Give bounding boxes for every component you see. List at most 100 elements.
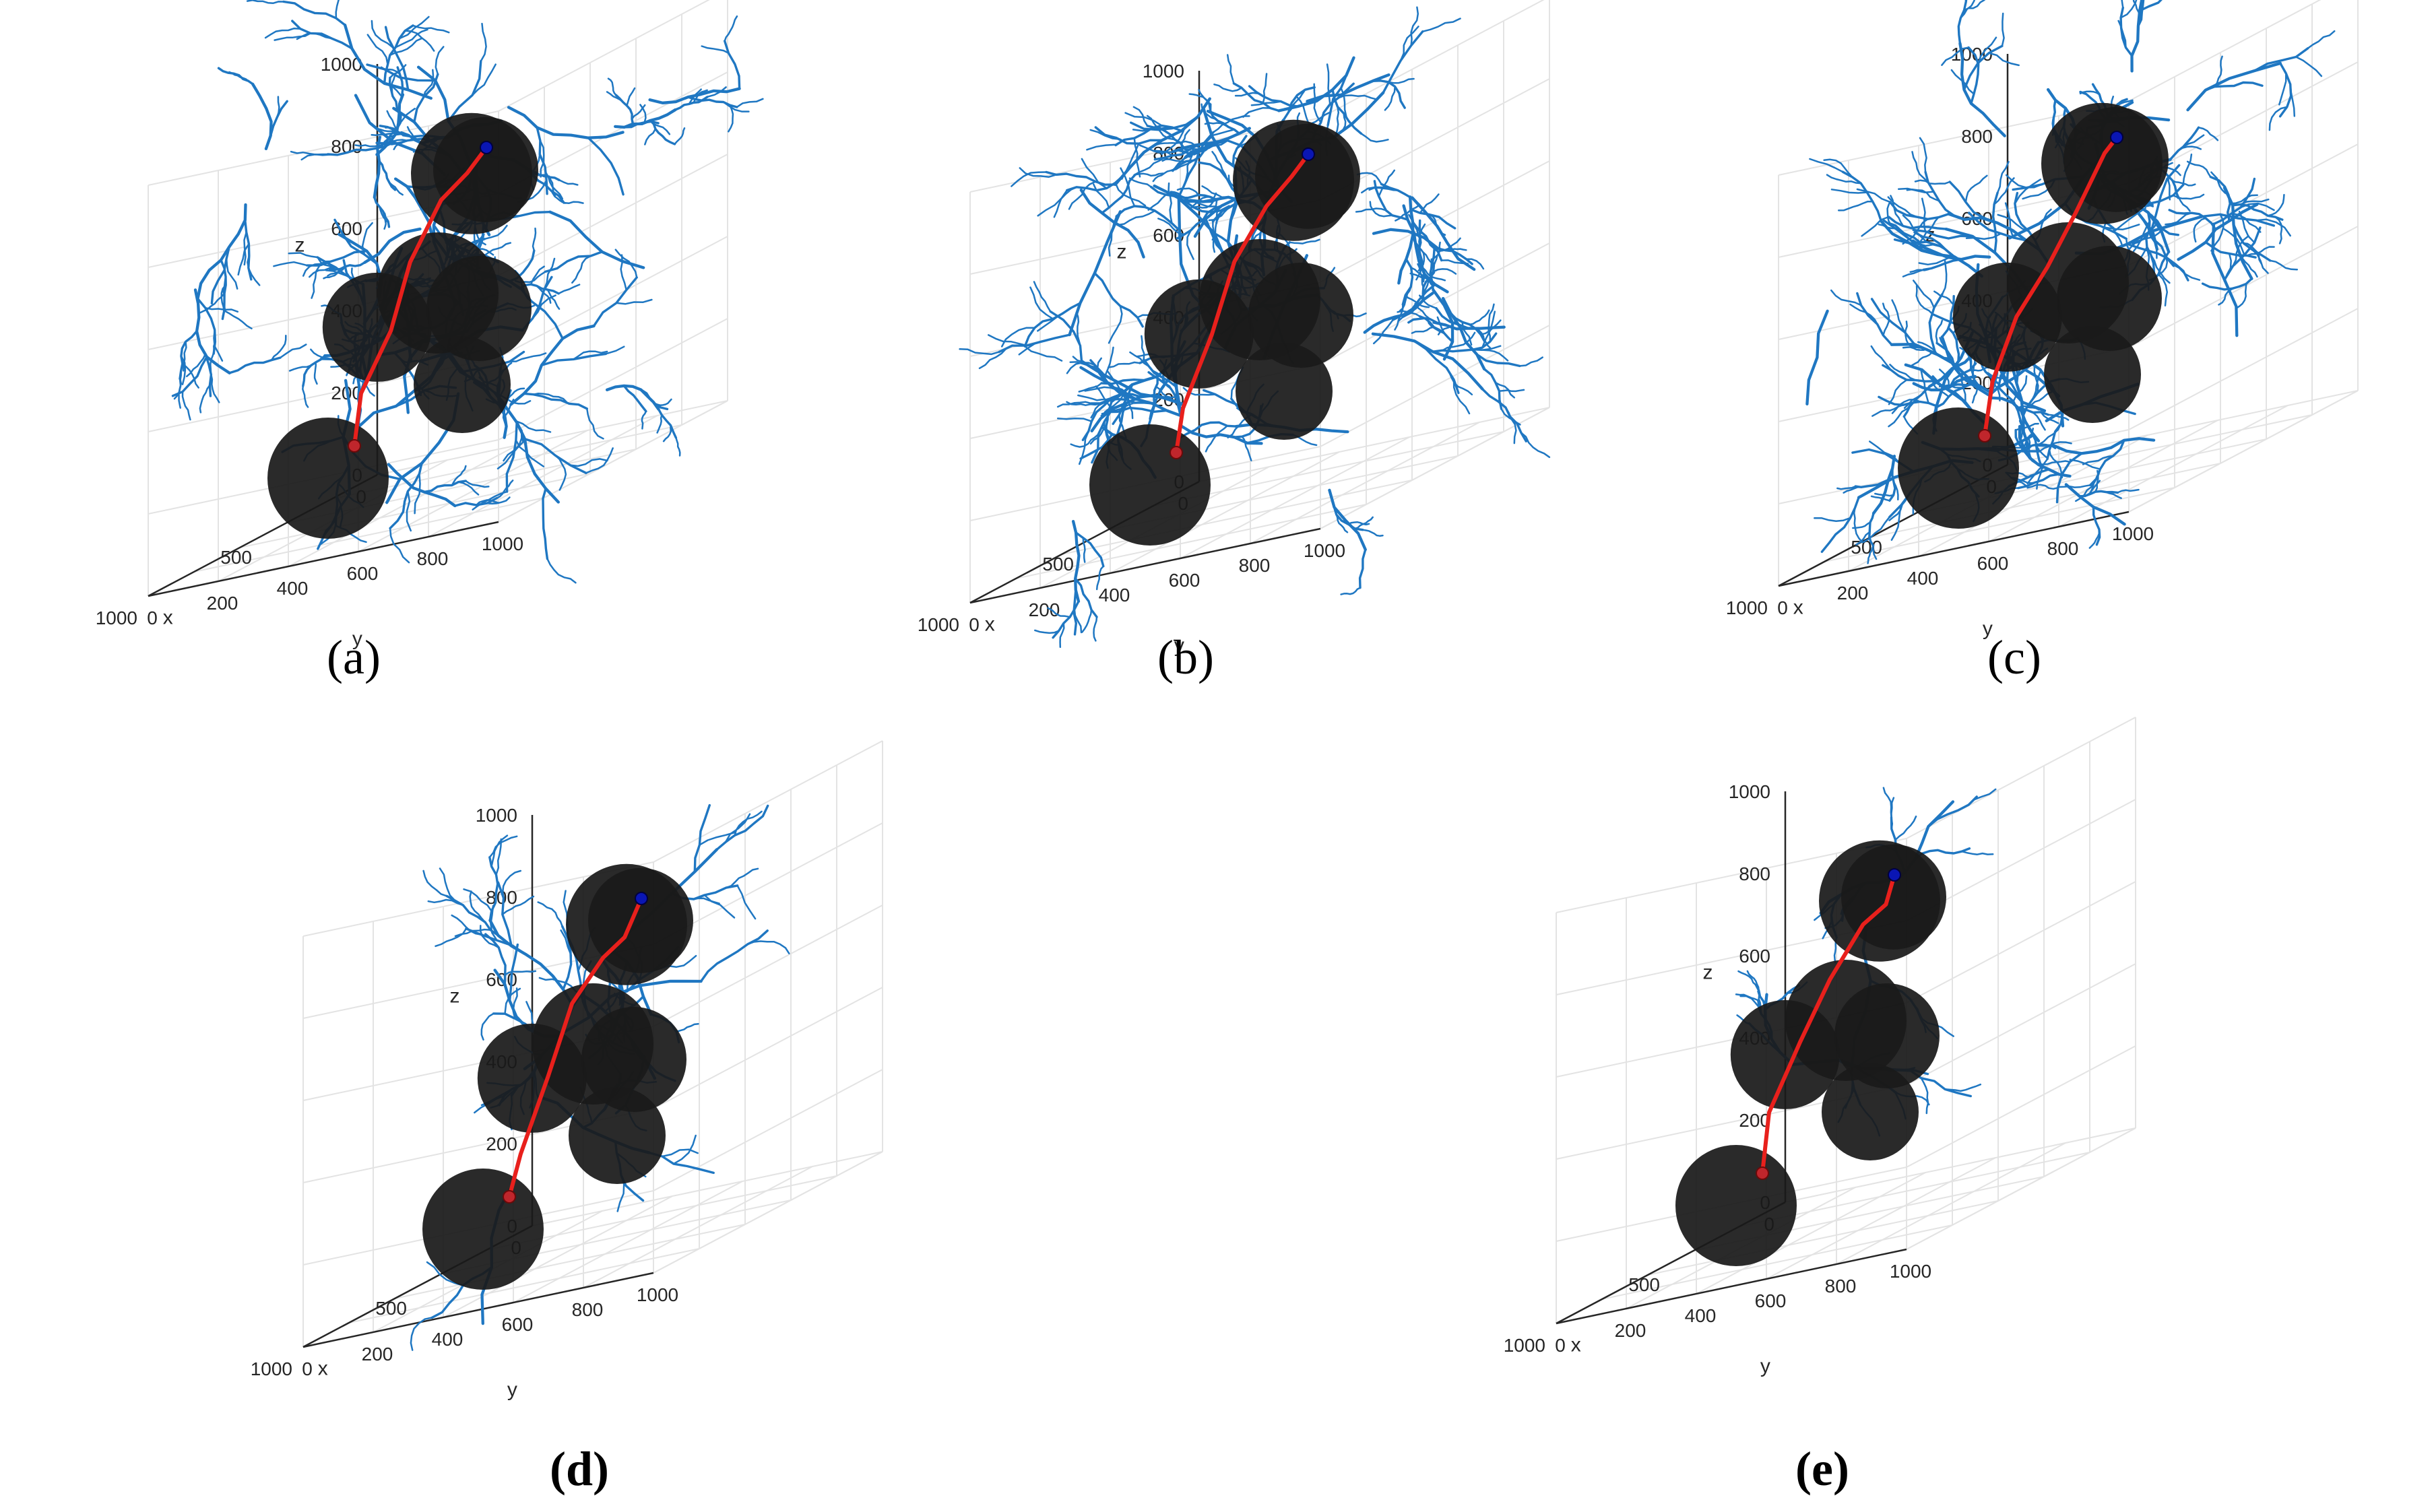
tree-branch (1471, 348, 1509, 362)
tree-branch (237, 242, 250, 276)
tree-branch (1147, 193, 1167, 211)
tree-branch (1078, 382, 1103, 393)
tree-branch (2193, 217, 2207, 243)
tree-branch (2133, 220, 2151, 253)
start-marker (348, 439, 361, 453)
tree-branch (546, 558, 577, 584)
tree-branch (1155, 385, 1177, 399)
tree-branch (197, 292, 226, 315)
tree-branch (1988, 396, 2041, 442)
tree-branch (1034, 629, 1060, 634)
tree-branch (1481, 387, 1527, 442)
y-tick-label: 1000 (637, 1284, 678, 1305)
tree-branch (622, 385, 647, 413)
tree-branch (724, 40, 741, 90)
tree-branch (453, 496, 499, 507)
tree-branch (1940, 335, 1992, 398)
tree-branch (378, 160, 397, 191)
tree-branch (1878, 395, 1938, 407)
tree-branch (302, 385, 309, 408)
tree-branch (1358, 548, 1367, 589)
tree-branch (653, 123, 671, 135)
tree-branch (1487, 303, 1495, 343)
z-tick-label: 1000 (1143, 61, 1184, 81)
tree-branch (620, 254, 627, 291)
tree-branch (2150, 254, 2171, 284)
tree-branch (269, 100, 288, 137)
tree-branch (1070, 433, 1099, 448)
y-tick-label: 0 (302, 1358, 313, 1379)
tree-branch (509, 324, 596, 406)
tree-branch (2295, 56, 2323, 77)
y-tick-label: 0 (1777, 597, 1788, 618)
tree-branch (427, 898, 464, 907)
tree-branch (523, 438, 587, 474)
x-axis-label: x (985, 614, 995, 636)
tree-branch (1922, 258, 1962, 271)
tree-branch (323, 268, 342, 280)
tree-branch (1056, 417, 1093, 422)
z-axis-label: z (1703, 961, 1713, 983)
tree-branch (1387, 77, 1415, 84)
tree-branch (1127, 393, 1134, 420)
tree-branch (1178, 421, 1238, 440)
tree-branch (1326, 74, 1347, 127)
tree-branch (1494, 382, 1516, 399)
tree-branch (2032, 412, 2046, 431)
z-axis-label: z (450, 985, 460, 1007)
tree-branch (1897, 187, 1935, 194)
tree-branch (1941, 46, 1970, 66)
tree-branch (328, 261, 366, 271)
tree-branch (1996, 161, 2010, 194)
tree-branch (2214, 55, 2223, 88)
tree-branch (354, 142, 385, 147)
tree-branch (1371, 79, 1406, 109)
tree-branch (373, 135, 382, 199)
tree-branch (1862, 516, 1890, 544)
tree-branch (509, 352, 547, 362)
tree-branch (1023, 302, 1082, 348)
tree-branch (1089, 424, 1108, 445)
tree-branch (399, 108, 416, 124)
tree-branch (1518, 356, 1543, 367)
tree-branch (657, 407, 678, 439)
x-axis-label: x (1793, 597, 1803, 619)
tree-branch (746, 940, 790, 954)
tree-branch (1369, 201, 1393, 218)
tree-branch (699, 929, 769, 983)
tree-branch (1837, 201, 1874, 211)
tree-branch (210, 245, 230, 304)
tree-branch (1139, 144, 1174, 157)
tree-branch (715, 804, 769, 851)
tree-branch (1886, 202, 1891, 225)
tree-branch (1963, 0, 1986, 11)
tree-branch (1409, 208, 1457, 230)
goal-marker (1302, 147, 1315, 161)
tree-branch (1084, 386, 1118, 392)
planned-path (352, 145, 488, 448)
tree-branch (614, 108, 677, 129)
tree-branch (1891, 399, 1921, 414)
tree-branch (675, 436, 681, 457)
tree-branch (435, 46, 445, 75)
tree-branch (335, 0, 340, 20)
tree-branch (656, 414, 663, 434)
tree-branch (1172, 142, 1208, 171)
x-tick-label: 500 (1628, 1274, 1660, 1295)
tree-branch (2092, 506, 2101, 546)
tree-branch (1232, 82, 1280, 112)
tree-branch (1498, 389, 1525, 393)
planned-path (1983, 135, 2119, 438)
y-axis-label: y (1983, 618, 1993, 640)
tree-branch (2167, 175, 2171, 201)
y-tick-label: 400 (277, 578, 309, 599)
tree-branch (1331, 88, 1363, 135)
tree-branch (225, 257, 238, 290)
tree-branch (1475, 353, 1521, 368)
tree-branch (1289, 238, 1320, 244)
z-axis-label: z (1925, 224, 1935, 246)
tree-branch (1093, 616, 1098, 642)
tree-branch (183, 341, 187, 372)
tree-branch (2033, 363, 2039, 394)
tree-branch (1882, 787, 1892, 819)
